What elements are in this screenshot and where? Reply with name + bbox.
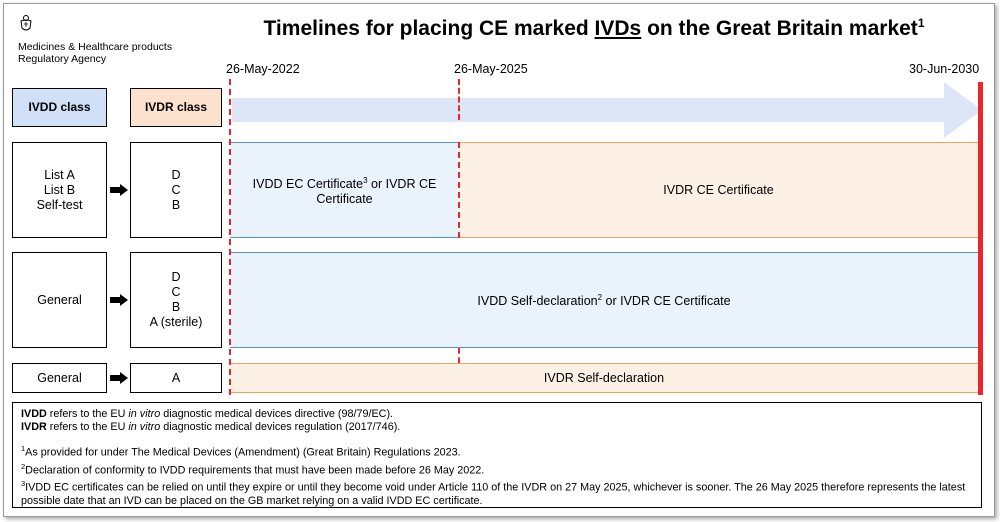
row2-ivdd-line: General xyxy=(37,292,82,307)
note-ivdr: IVDR refers to the EU in vitro diagnosti… xyxy=(21,421,973,434)
org-line-1: Medicines & Healthcare products xyxy=(18,41,173,53)
end-date-bar xyxy=(978,82,983,395)
row2-band-pre: IVDD Self-declaration xyxy=(477,294,598,309)
row2-band-post: or IVDR CE Certificate xyxy=(602,294,731,309)
row3-ivdr-box: A xyxy=(130,363,222,393)
title-pre: Timelines for placing CE marked xyxy=(263,17,595,40)
footnote-3: 3IVDD EC certificates can be relied on u… xyxy=(21,477,973,508)
title-underlined: IVDs xyxy=(594,17,642,40)
note-ivdd-term: IVDD xyxy=(21,408,47,420)
row1-ivdr-box: D C B xyxy=(130,142,222,238)
row1-band-transition: IVDD EC Certificate3 or IVDR CE Certific… xyxy=(230,142,459,238)
right-arrow-icon xyxy=(108,363,130,393)
row2-band-sup: 2 xyxy=(597,293,603,303)
footnote-2-num: 2 xyxy=(21,461,26,471)
footnote-1-num: 1 xyxy=(21,444,26,453)
row2-ivdr-line: D xyxy=(171,270,181,284)
notes-box: IVDD refers to the EU in vitro diagnosti… xyxy=(12,402,982,508)
footnote-1: 1As provided for under The Medical Devic… xyxy=(21,442,973,460)
right-arrow-icon xyxy=(108,142,130,238)
footnote-2-text: Declaration of conformity to IVDD requir… xyxy=(25,464,485,477)
org-line-2: Regulatory Agency xyxy=(18,53,107,65)
note-ivdr-post: diagnostic medical devices regulation (2… xyxy=(160,421,401,433)
row2-ivdr-line: B xyxy=(171,300,181,314)
date-line-2025-gap xyxy=(458,348,460,363)
ivdr-class-header: IVDR class xyxy=(130,88,222,127)
row3-band: IVDR Self-declaration xyxy=(230,363,978,393)
title-post: on the Great Britain market xyxy=(641,17,918,40)
date-line-2025-row1 xyxy=(458,142,460,238)
row2-ivdr-line: C xyxy=(171,285,181,299)
footnote-2: 2Declaration of conformity to IVDD requi… xyxy=(21,460,973,478)
note-ivdd-pre: refers to the EU xyxy=(46,408,129,420)
row1-band1-sup: 3 xyxy=(363,175,368,185)
date-line-2025-top xyxy=(458,79,460,120)
row2-ivdr-line: A (sterile) xyxy=(149,315,203,329)
note-ivdd-post: diagnostic medical devices directive (98… xyxy=(160,408,394,420)
mhra-logo: Medicines & Healthcare products Regulato… xyxy=(18,14,193,65)
row1-ivdr-line: C xyxy=(171,182,181,197)
row1-ivdd-box: List A List B Self-test xyxy=(12,142,107,238)
row2-band: IVDD Self-declaration2 or IVDR CE Certif… xyxy=(230,252,978,348)
page-title: Timelines for placing CE marked IVDs on … xyxy=(204,16,984,41)
footnote-3-num: 3 xyxy=(21,479,26,489)
timeline-figure: Medicines & Healthcare products Regulato… xyxy=(3,3,995,517)
date-label-2030: 30-Jun-2030 xyxy=(909,62,980,76)
row2-ivdr-box: D C B A (sterile) xyxy=(130,252,222,348)
ivdd-class-header: IVDD class xyxy=(12,88,107,127)
date-label-2025: 26-May-2025 xyxy=(454,62,528,76)
row1-band-ivdr: IVDR CE Certificate xyxy=(459,142,978,238)
royal-crest-icon xyxy=(20,15,32,31)
row1-ivdr-line: D xyxy=(171,167,181,182)
note-ivdr-term: IVDR xyxy=(21,421,47,433)
org-name: Medicines & Healthcare products Regulato… xyxy=(18,41,193,65)
timeline-arrow xyxy=(232,82,982,138)
right-arrow-icon xyxy=(108,252,130,348)
row2-ivdd-box: General xyxy=(12,252,107,348)
row1-ivdd-line: Self-test xyxy=(36,197,83,212)
note-ivdr-italic: in vitro xyxy=(128,421,161,433)
row1-band1-post: or IVDR CE Certificate xyxy=(316,177,437,207)
row1-ivdd-line: List A xyxy=(44,167,75,182)
title-sup: 1 xyxy=(917,16,925,30)
note-ivdd-italic: in vitro xyxy=(128,408,161,420)
note-ivdd: IVDD refers to the EU in vitro diagnosti… xyxy=(21,408,973,421)
date-line-2022 xyxy=(229,79,231,395)
row1-band1-pre: IVDD EC Certificate xyxy=(252,177,364,192)
row3-ivdd-box: General xyxy=(12,363,107,393)
footnote-3-text: IVDD EC certificates can be relied on un… xyxy=(21,481,966,507)
note-ivdr-pre: refers to the EU xyxy=(46,421,129,433)
row1-ivdr-line: B xyxy=(171,197,181,212)
footnote-1-text: As provided for under The Medical Device… xyxy=(25,446,461,459)
row1-ivdd-line: List B xyxy=(43,182,76,197)
date-label-2022: 26-May-2022 xyxy=(226,62,300,76)
